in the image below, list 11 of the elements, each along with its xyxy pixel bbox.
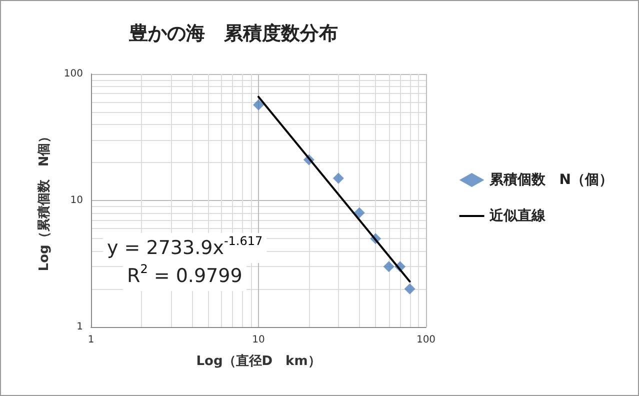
x-axis-title: Log（直径D km） — [196, 354, 321, 369]
y-axis-title: Log（累積個数 N個） — [37, 130, 52, 272]
y-tick-label: 100 — [64, 68, 83, 80]
y-tick-label: 10 — [70, 195, 83, 206]
legend-label: 累積個数 N（個） — [488, 172, 613, 188]
y-tick-label: 1 — [76, 322, 83, 332]
x-tick-label: 10 — [252, 334, 265, 346]
x-tick-label: 1 — [88, 334, 94, 346]
x-tick-label: 100 — [416, 334, 436, 346]
legend-label: 近似直線 — [488, 207, 546, 224]
chart-title: 豊かの海 累積度数分布 — [128, 22, 338, 44]
